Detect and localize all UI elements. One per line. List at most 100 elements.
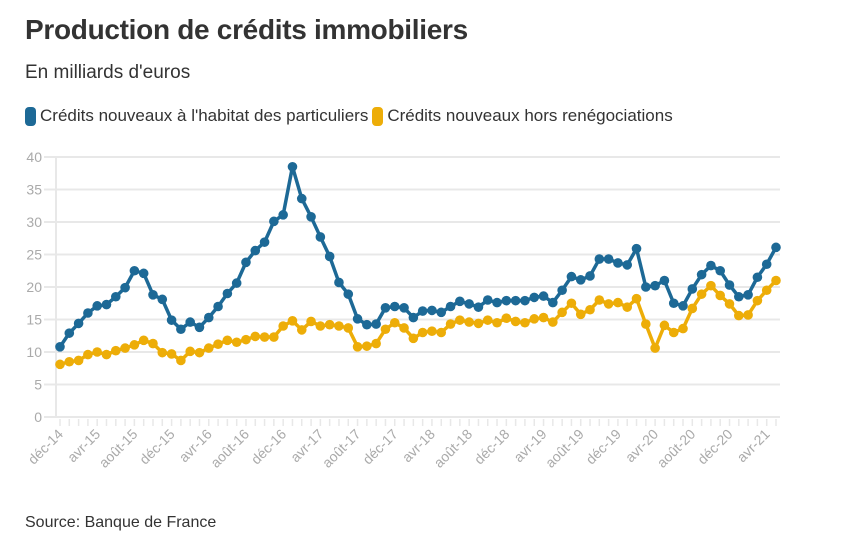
data-point[interactable] bbox=[631, 293, 642, 304]
data-point[interactable] bbox=[603, 254, 614, 264]
data-point[interactable] bbox=[724, 280, 735, 290]
data-point[interactable] bbox=[231, 337, 242, 348]
data-point[interactable] bbox=[185, 317, 195, 327]
data-point[interactable] bbox=[83, 349, 93, 360]
data-point[interactable] bbox=[501, 313, 512, 324]
data-point[interactable] bbox=[176, 324, 186, 335]
data-point[interactable] bbox=[613, 297, 623, 308]
data-point[interactable] bbox=[510, 316, 521, 327]
data-point[interactable] bbox=[445, 301, 456, 312]
data-point[interactable] bbox=[222, 288, 233, 299]
data-point[interactable] bbox=[575, 309, 586, 320]
data-point[interactable] bbox=[296, 325, 307, 335]
data-point[interactable] bbox=[129, 340, 140, 350]
data-point[interactable] bbox=[269, 332, 279, 342]
data-point[interactable] bbox=[538, 291, 549, 301]
data-point[interactable] bbox=[687, 284, 698, 294]
data-point[interactable] bbox=[110, 345, 121, 356]
data-point[interactable] bbox=[734, 310, 744, 321]
data-point[interactable] bbox=[761, 259, 772, 270]
data-point[interactable] bbox=[492, 317, 502, 328]
data-point[interactable] bbox=[101, 299, 112, 310]
data-point[interactable] bbox=[659, 320, 670, 331]
data-point[interactable] bbox=[287, 161, 298, 172]
data-point[interactable] bbox=[594, 295, 605, 305]
data-point[interactable] bbox=[278, 321, 288, 331]
data-point[interactable] bbox=[538, 312, 549, 323]
data-point[interactable] bbox=[706, 260, 716, 271]
data-point[interactable] bbox=[529, 292, 540, 303]
data-point[interactable] bbox=[287, 316, 298, 326]
data-point[interactable] bbox=[129, 265, 140, 276]
data-point[interactable] bbox=[557, 307, 567, 318]
data-point[interactable] bbox=[715, 265, 726, 276]
data-point[interactable] bbox=[241, 257, 251, 268]
data-point[interactable] bbox=[482, 295, 493, 305]
data-point[interactable] bbox=[110, 291, 121, 302]
data-point[interactable] bbox=[250, 245, 261, 256]
data-point[interactable] bbox=[631, 243, 642, 254]
data-point[interactable] bbox=[101, 349, 112, 360]
legend-item-habitat[interactable]: Crédits nouveaux à l'habitat des particu… bbox=[25, 106, 368, 126]
data-point[interactable] bbox=[482, 315, 493, 325]
data-point[interactable] bbox=[166, 349, 177, 359]
data-point[interactable] bbox=[315, 321, 326, 331]
data-point[interactable] bbox=[148, 338, 158, 349]
data-point[interactable] bbox=[520, 295, 530, 306]
data-point[interactable] bbox=[594, 254, 605, 264]
data-point[interactable] bbox=[389, 301, 400, 312]
data-point[interactable] bbox=[464, 317, 474, 327]
data-point[interactable] bbox=[575, 275, 586, 285]
data-point[interactable] bbox=[743, 290, 753, 300]
data-point[interactable] bbox=[473, 318, 484, 329]
data-point[interactable] bbox=[752, 295, 763, 306]
data-point[interactable] bbox=[650, 343, 660, 353]
data-point[interactable] bbox=[659, 275, 670, 286]
legend-item-hors-renegociations[interactable]: Crédits nouveaux hors renégociations bbox=[372, 106, 673, 126]
data-point[interactable] bbox=[64, 356, 75, 367]
data-point[interactable] bbox=[324, 251, 335, 262]
data-point[interactable] bbox=[473, 302, 484, 312]
data-point[interactable] bbox=[548, 297, 558, 308]
data-point[interactable] bbox=[203, 343, 214, 353]
data-point[interactable] bbox=[436, 327, 447, 338]
data-point[interactable] bbox=[55, 359, 65, 370]
data-point[interactable] bbox=[427, 305, 437, 316]
data-point[interactable] bbox=[417, 306, 428, 316]
data-point[interactable] bbox=[641, 319, 651, 329]
data-point[interactable] bbox=[352, 342, 363, 352]
data-point[interactable] bbox=[687, 303, 698, 314]
data-point[interactable] bbox=[362, 341, 372, 351]
data-point[interactable] bbox=[715, 290, 726, 301]
data-point[interactable] bbox=[203, 312, 214, 323]
data-point[interactable] bbox=[548, 317, 558, 327]
data-point[interactable] bbox=[259, 332, 270, 342]
data-point[interactable] bbox=[436, 307, 447, 318]
data-point[interactable] bbox=[668, 327, 679, 338]
data-point[interactable] bbox=[752, 272, 763, 283]
data-point[interactable] bbox=[399, 323, 409, 333]
data-point[interactable] bbox=[157, 294, 168, 305]
data-point[interactable] bbox=[250, 331, 261, 342]
data-point[interactable] bbox=[343, 289, 354, 299]
data-point[interactable] bbox=[734, 291, 744, 302]
data-point[interactable] bbox=[557, 285, 567, 296]
data-point[interactable] bbox=[696, 269, 707, 280]
data-point[interactable] bbox=[241, 334, 251, 345]
data-point[interactable] bbox=[259, 237, 270, 247]
data-point[interactable] bbox=[706, 280, 716, 291]
data-point[interactable] bbox=[278, 210, 288, 220]
data-point[interactable] bbox=[269, 216, 279, 227]
data-point[interactable] bbox=[352, 314, 363, 324]
data-point[interactable] bbox=[501, 295, 512, 306]
data-point[interactable] bbox=[120, 282, 130, 293]
data-point[interactable] bbox=[641, 282, 651, 292]
data-point[interactable] bbox=[362, 319, 372, 330]
data-point[interactable] bbox=[389, 317, 400, 328]
data-point[interactable] bbox=[761, 285, 772, 296]
data-point[interactable] bbox=[455, 315, 465, 325]
data-point[interactable] bbox=[138, 268, 149, 279]
data-point[interactable] bbox=[222, 335, 233, 346]
data-point[interactable] bbox=[464, 299, 474, 309]
data-point[interactable] bbox=[148, 290, 158, 300]
